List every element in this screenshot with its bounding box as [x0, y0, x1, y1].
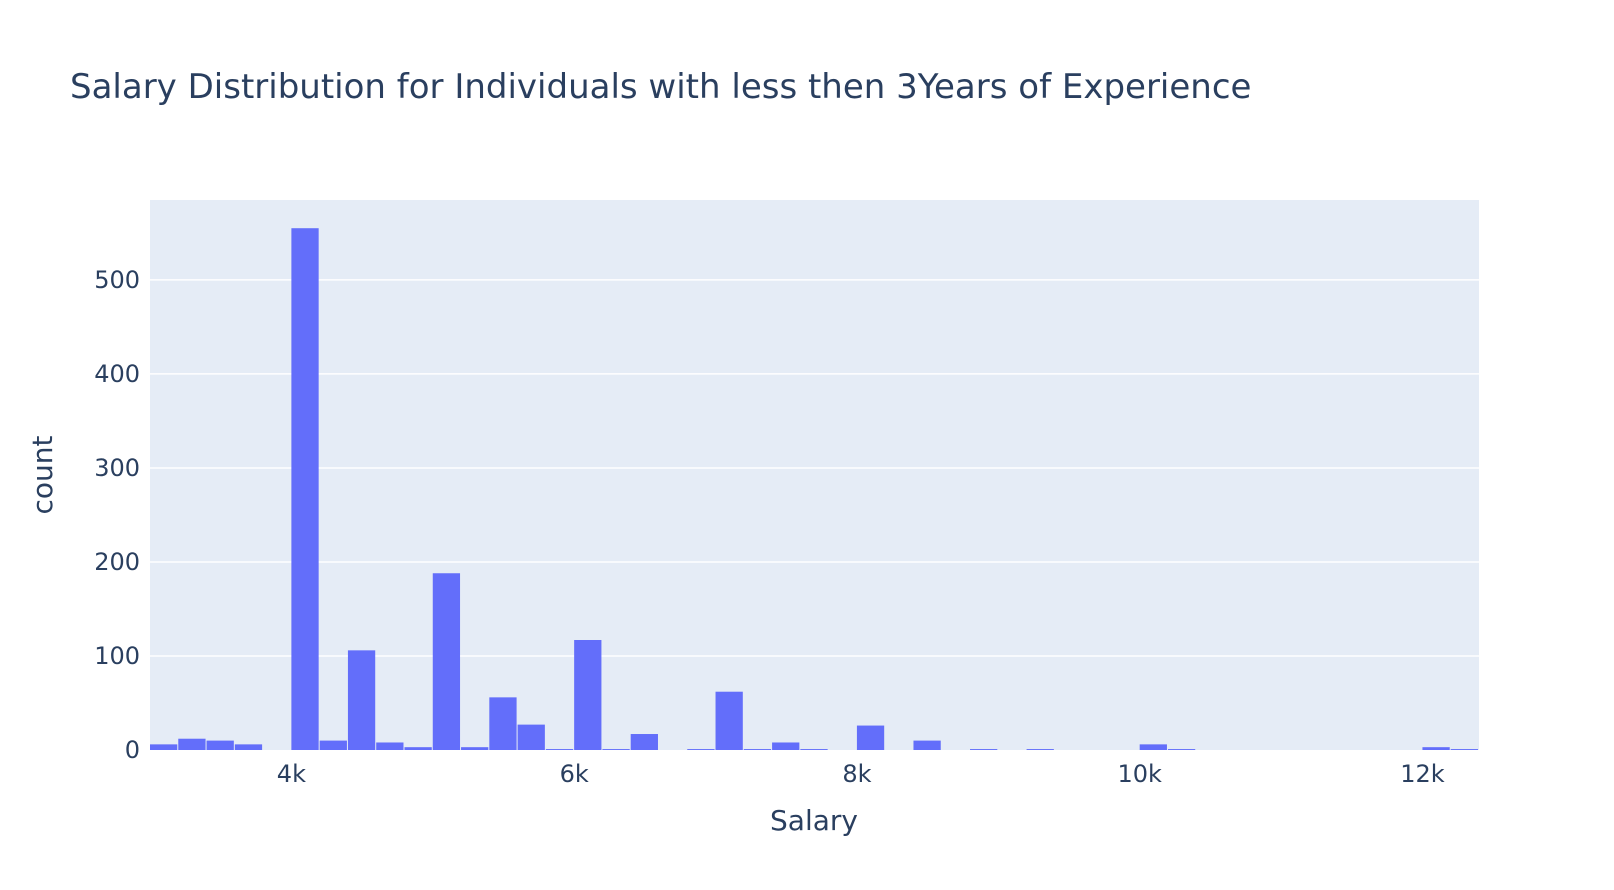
x-tick-label: 4k: [277, 760, 306, 788]
x-tick-label: 12k: [1400, 760, 1445, 788]
histogram-bar[interactable]: [1422, 747, 1450, 750]
histogram-bar[interactable]: [404, 747, 432, 750]
histogram-bar[interactable]: [800, 749, 828, 750]
histogram-bar[interactable]: [715, 691, 743, 750]
x-axis-ticks: 4k 6k 8k 10k 12k: [277, 760, 1445, 788]
y-axis-title: count: [26, 435, 59, 514]
y-tick-label: 100: [94, 642, 140, 670]
histogram-bar[interactable]: [913, 740, 941, 750]
x-axis-title: Salary: [770, 804, 858, 837]
histogram-bar[interactable]: [319, 740, 347, 750]
histogram-bar[interactable]: [1167, 749, 1196, 750]
histogram-bar[interactable]: [1450, 749, 1478, 750]
histogram-bar[interactable]: [687, 749, 715, 750]
y-tick-label: 500: [94, 266, 140, 294]
histogram-bar[interactable]: [150, 744, 178, 750]
x-tick-label: 10k: [1117, 760, 1162, 788]
y-tick-label: 0: [125, 736, 140, 764]
y-axis-ticks: 0 100 200 300 400 500: [94, 266, 140, 764]
chart-title: Salary Distribution for Individuals with…: [70, 67, 1251, 107]
histogram-bar[interactable]: [178, 738, 206, 750]
bars: [150, 228, 1478, 750]
y-tick-label: 400: [94, 360, 140, 388]
histogram-bar[interactable]: [291, 228, 319, 750]
histogram-bar[interactable]: [376, 742, 404, 750]
histogram-bar[interactable]: [856, 725, 885, 750]
x-tick-label: 8k: [842, 760, 871, 788]
histogram-bar[interactable]: [461, 747, 489, 750]
histogram-bar[interactable]: [743, 749, 772, 750]
histogram-bar[interactable]: [1139, 744, 1167, 750]
histogram-bar[interactable]: [1026, 749, 1054, 750]
y-tick-label: 200: [94, 548, 140, 576]
histogram-bar[interactable]: [545, 749, 574, 750]
histogram-bar[interactable]: [489, 697, 517, 750]
histogram-bar[interactable]: [234, 744, 263, 750]
histogram-bar[interactable]: [970, 749, 998, 750]
histogram-bar[interactable]: [517, 724, 545, 750]
histogram-bar[interactable]: [206, 740, 234, 750]
histogram-bar[interactable]: [432, 573, 461, 750]
histogram-bar[interactable]: [574, 640, 602, 750]
y-tick-label: 300: [94, 454, 140, 482]
histogram-bar[interactable]: [602, 749, 630, 750]
histogram-bar[interactable]: [772, 742, 800, 750]
histogram-bar[interactable]: [347, 650, 376, 750]
histogram-bar[interactable]: [630, 734, 658, 750]
x-tick-label: 6k: [560, 760, 589, 788]
